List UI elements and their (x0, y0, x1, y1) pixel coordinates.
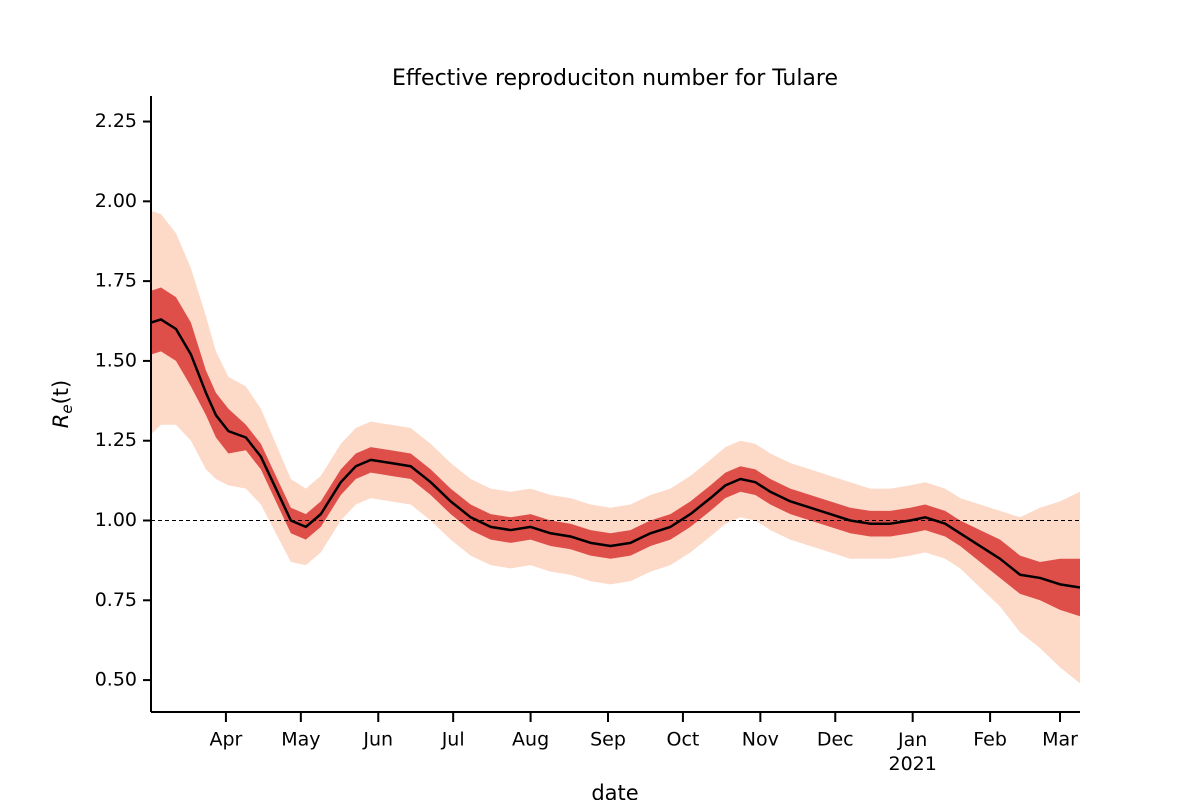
x-tick-label: Mar (1042, 729, 1078, 751)
y-label-rest: (t) (49, 380, 73, 405)
x-tick-label: May (281, 729, 320, 751)
y-tick-label: 0.50 (95, 669, 137, 691)
x-tick-label: Aug (512, 729, 549, 751)
y-tick-label: 2.00 (95, 190, 137, 212)
y-tick-label: 1.50 (95, 349, 137, 371)
y-tick-label: 0.75 (95, 589, 137, 611)
y-label-sub: e (58, 404, 76, 413)
x-tick-label: Sep (590, 729, 626, 751)
y-tick-label: 2.25 (95, 110, 137, 132)
x-tick-label: Apr (209, 729, 242, 751)
x-tick-label: Jun (362, 729, 393, 751)
x-tick-label: Oct (666, 729, 699, 751)
y-tick-label: 1.75 (95, 270, 137, 292)
y-tick-label: 1.00 (95, 509, 137, 531)
y-label-base: R (49, 414, 73, 429)
y-tick-label: 1.25 (95, 429, 137, 451)
credible-band (151, 287, 1080, 617)
x-tick-label: Nov (742, 729, 779, 751)
credible-band (151, 210, 1080, 684)
x-axis-label: date (591, 781, 638, 800)
x-tick-label: Feb (973, 729, 1007, 751)
x-tick-label: Dec (817, 729, 854, 751)
median-line (150, 318, 1081, 589)
x-tick-label: Jan 2021 (889, 729, 937, 775)
chart-title: Effective reproduciton number for Tulare (392, 66, 838, 91)
y-axis-label: Re(t) (49, 380, 76, 428)
x-tick-label: Jul (441, 729, 465, 751)
